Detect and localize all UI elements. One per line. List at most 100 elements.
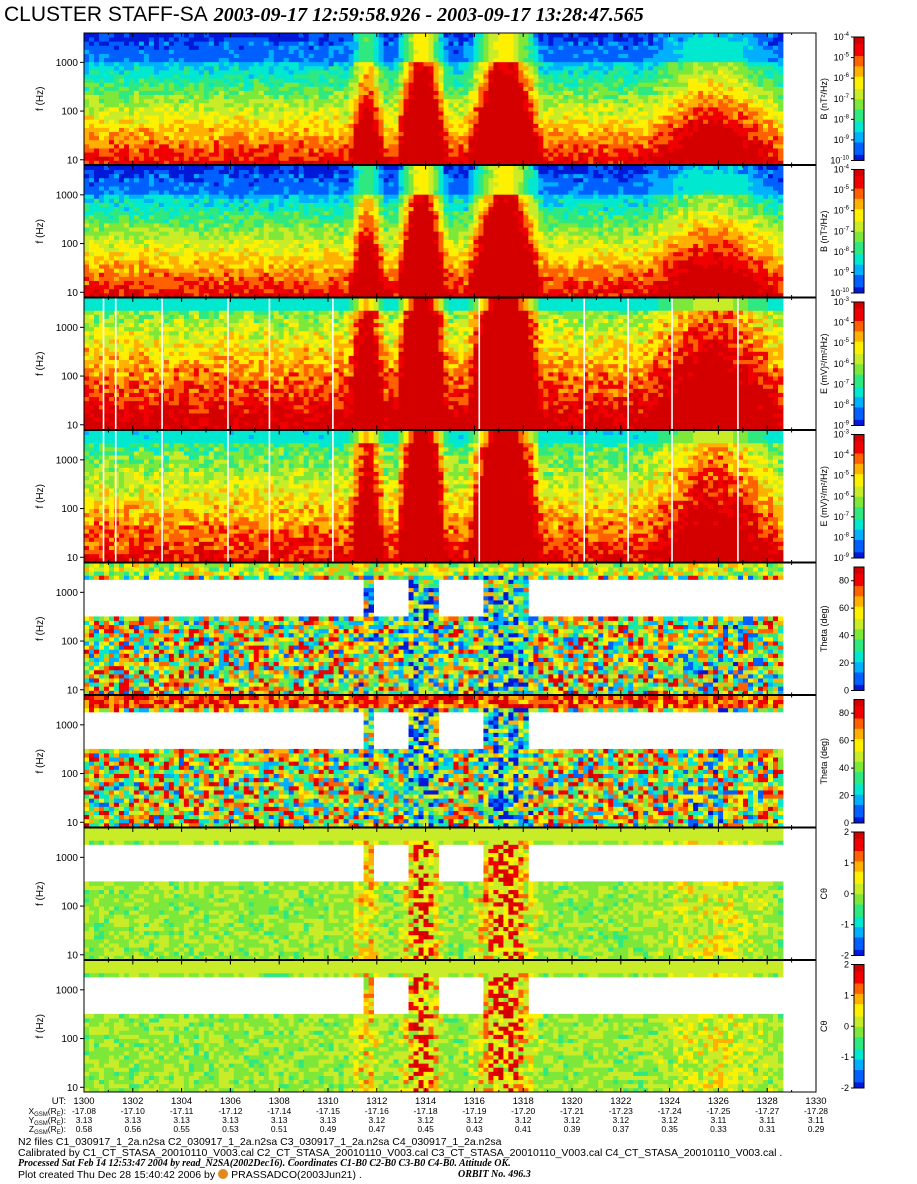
spectral-cell	[203, 45, 210, 50]
spectral-cell	[203, 65, 210, 71]
spectral-cell	[473, 65, 479, 71]
spectral-cell	[103, 86, 110, 91]
spectral-cell	[93, 251, 100, 257]
spectral-cell	[158, 37, 165, 42]
spectral-cell	[88, 90, 95, 96]
spectral-cell	[453, 98, 459, 104]
spectral-cell	[353, 90, 359, 96]
spectral-cell	[308, 148, 315, 153]
spectral-cell	[233, 135, 240, 141]
spectral-cell	[118, 90, 125, 96]
spectral-cell	[88, 292, 95, 298]
spectral-cell	[108, 198, 115, 203]
colorbar-tick-exponent: -8	[844, 114, 850, 120]
spectral-cell	[108, 181, 115, 187]
spectral-cell	[578, 102, 584, 108]
spectral-cell	[778, 156, 784, 161]
spectral-cell	[178, 143, 185, 149]
spectral-cell	[538, 148, 544, 153]
spectral-cell	[773, 86, 779, 91]
spectral-cell	[278, 119, 285, 124]
spectral-cell	[473, 61, 479, 67]
spectral-cell	[733, 74, 739, 79]
spectral-cell	[758, 123, 764, 128]
spectral-cell	[773, 111, 779, 116]
spectral-cell	[573, 41, 579, 46]
spectral-cell	[178, 123, 185, 128]
spectral-cell	[88, 235, 95, 240]
spectral-cell	[208, 135, 215, 141]
spectral-cell	[738, 69, 744, 75]
spectral-cell	[93, 173, 100, 179]
spectral-cell	[593, 57, 599, 63]
spectral-cell	[698, 135, 704, 141]
spectral-cell	[638, 156, 644, 161]
spectral-cell	[88, 210, 95, 216]
spectral-cell	[728, 74, 734, 79]
spectral-cell	[618, 49, 624, 54]
spectral-cell	[718, 139, 724, 145]
spectral-cell	[368, 106, 374, 112]
spectral-cell	[323, 115, 330, 120]
spectral-cell	[103, 65, 110, 71]
spectral-cell	[173, 152, 180, 157]
spectral-cell	[338, 131, 345, 137]
spectral-cell	[383, 156, 389, 161]
spectral-cell	[708, 127, 714, 133]
spectral-cell	[248, 139, 255, 145]
spectral-cell	[148, 61, 155, 67]
spectral-cell	[478, 90, 484, 96]
spectral-cell	[238, 115, 245, 120]
spectral-cell	[143, 61, 150, 67]
spectral-cell	[203, 135, 210, 141]
spectral-cell	[333, 65, 340, 71]
colorbar-segment	[854, 80, 864, 83]
spectral-cell	[613, 143, 619, 149]
spectral-cell	[323, 82, 330, 87]
spectral-cell	[268, 143, 275, 149]
spectral-cell	[118, 276, 125, 281]
spectral-cell	[113, 119, 120, 124]
spectral-cell	[158, 41, 165, 46]
spectral-cell	[553, 49, 559, 54]
spectral-cell	[733, 69, 739, 75]
spectral-cell	[148, 53, 155, 59]
spectral-cell	[668, 123, 674, 128]
spectral-cell	[243, 53, 250, 59]
spectral-cell	[728, 152, 734, 157]
spectral-cell	[563, 115, 569, 120]
spectral-cell	[538, 90, 544, 96]
spectral-cell	[768, 86, 774, 91]
spectral-cell	[738, 33, 744, 38]
spectral-cell	[568, 37, 574, 42]
spectral-cell	[133, 127, 140, 133]
spectral-cell	[358, 53, 364, 59]
spectral-cell	[353, 119, 359, 124]
spectral-cell	[93, 181, 100, 187]
spectral-cell	[218, 57, 225, 63]
spectral-cell	[118, 41, 125, 46]
spectral-cell	[638, 115, 644, 120]
spectral-cell	[338, 49, 345, 54]
spectral-cell	[213, 127, 220, 133]
spectral-cell	[583, 33, 589, 38]
spectral-cell	[598, 143, 604, 149]
spectral-cell	[433, 152, 439, 157]
spectral-cell	[443, 90, 449, 96]
spectral-cell	[138, 292, 145, 298]
spectral-cell	[723, 45, 729, 50]
spectral-cell	[713, 37, 719, 42]
spectral-cell	[303, 119, 310, 124]
spectral-cell	[243, 127, 250, 133]
spectral-cell	[258, 49, 265, 54]
spectral-cell	[328, 86, 335, 91]
spectral-cell	[363, 57, 369, 63]
spectral-cell	[133, 57, 140, 63]
spectral-cell	[253, 69, 260, 75]
spectral-cell	[198, 45, 205, 50]
spectral-cell	[508, 69, 514, 75]
spectral-cell	[168, 152, 175, 157]
spectral-cell	[343, 131, 350, 137]
spectral-cell	[468, 94, 474, 100]
spectral-cell	[288, 37, 295, 42]
